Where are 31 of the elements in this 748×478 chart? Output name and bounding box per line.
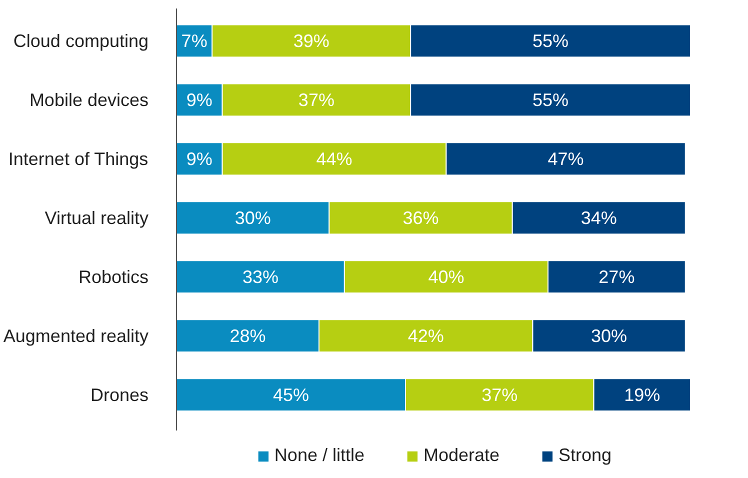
data-label: 34% [580,208,617,228]
data-label: 27% [598,266,635,287]
data-label: 47% [548,148,584,169]
data-label: 55% [532,90,569,110]
data-label: 55% [532,30,569,51]
y-tick-label: Augmented reality [3,326,149,346]
data-label: 42% [408,326,444,346]
data-label: 28% [230,326,266,346]
legend-label: Moderate [423,445,500,466]
y-tick-label: Mobile devices [29,90,149,110]
data-label: 30% [591,326,628,346]
data-label: 37% [482,384,518,405]
data-label: 44% [316,148,352,169]
data-label: 7% [181,30,208,51]
data-label: 39% [293,30,330,51]
data-label: 45% [272,384,310,405]
data-label: 9% [186,90,212,110]
legend-label: Strong [558,445,612,466]
data-label: 30% [234,208,271,228]
legend-label: None / little [274,445,364,466]
y-tick-label: Virtual reality [44,208,149,228]
data-label: 9% [186,148,212,169]
data-label: 37% [298,90,334,110]
data-label: 19% [624,384,660,405]
y-tick-label: Drones [90,384,149,405]
y-tick-label: Robotics [78,266,148,287]
y-tick-label: Internet of Things [8,148,148,169]
data-label: 40% [428,266,464,287]
data-label: 36% [402,208,439,228]
data-label: 33% [242,266,278,287]
y-tick-label: Cloud computing [13,30,149,51]
